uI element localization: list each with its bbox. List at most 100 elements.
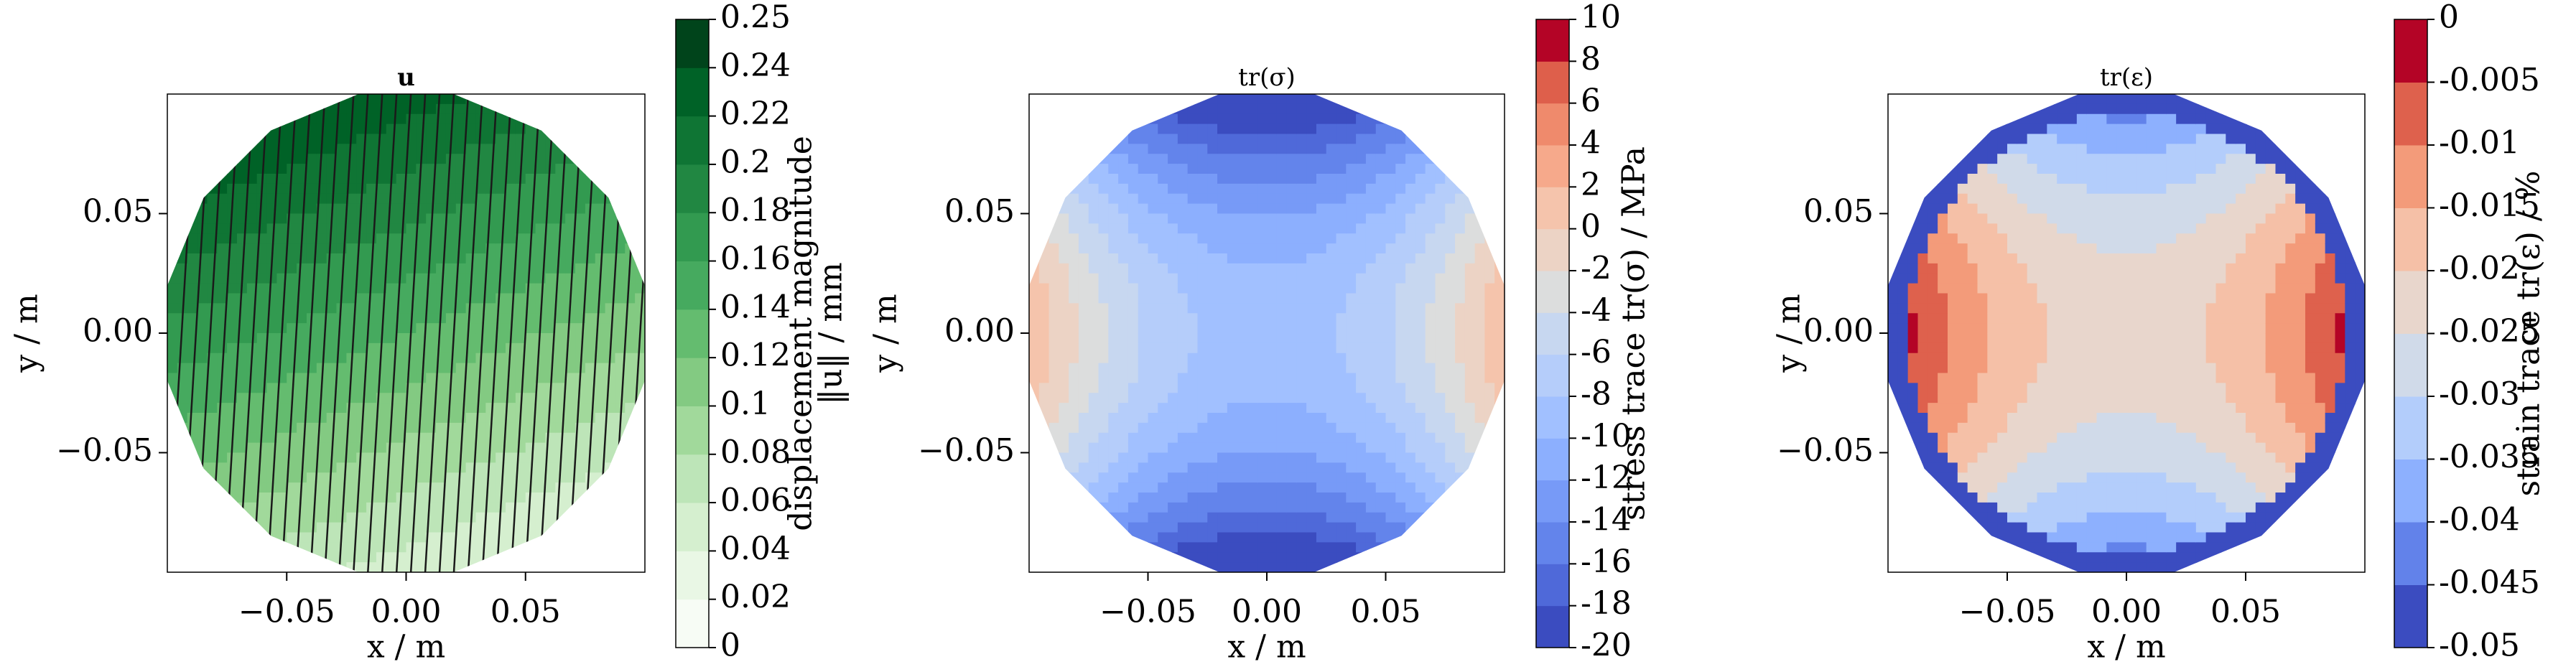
- field-cell: [1425, 113, 1436, 125]
- field-cell: [575, 134, 586, 145]
- field-cell: [1316, 422, 1327, 434]
- field-cell: [396, 363, 407, 374]
- field-cell: [595, 193, 606, 205]
- field-cell: [376, 243, 387, 254]
- field-cell: [1405, 532, 1416, 543]
- field-cell: [1356, 393, 1367, 403]
- field-cell: [615, 103, 626, 115]
- field-cell: [177, 193, 188, 205]
- field-cell: [1464, 273, 1476, 284]
- field-cell: [1917, 203, 1929, 215]
- field-cell: [1316, 333, 1327, 344]
- field-cell: [346, 263, 358, 274]
- field-cell: [1048, 243, 1060, 254]
- field-cell: [1127, 283, 1139, 294]
- field-cell: [625, 413, 636, 424]
- field-cell: [266, 462, 278, 474]
- field-cell: [1455, 174, 1466, 185]
- field-cell: [1257, 144, 1268, 155]
- field-cell: [227, 522, 238, 533]
- field-cell: [1464, 482, 1476, 493]
- field-cell: [426, 383, 437, 394]
- field-cell: [386, 193, 397, 205]
- field-cell: [1346, 383, 1357, 394]
- field-cell: [1197, 462, 1209, 474]
- field-cell: [376, 373, 387, 384]
- field-cell: [605, 472, 616, 483]
- field-cell: [506, 422, 516, 434]
- field-cell: [306, 243, 317, 254]
- field-cell: [1088, 223, 1099, 235]
- field-cell: [515, 542, 526, 554]
- field-cell: [1098, 333, 1110, 344]
- field-cell: [366, 94, 377, 105]
- field-cell: [177, 333, 188, 344]
- field-cell: [227, 174, 238, 185]
- field-cell: [207, 462, 218, 474]
- field-cell: [1187, 562, 1199, 572]
- field-cell: [436, 502, 447, 513]
- field-cell: [605, 323, 616, 334]
- field-cell: [406, 393, 417, 403]
- field-cell: [1187, 512, 1199, 523]
- field-cell: [1078, 472, 1089, 483]
- field-cell: [1356, 542, 1367, 554]
- field-cell: [207, 203, 218, 215]
- field-cell: [1207, 283, 1218, 294]
- field-cell: [276, 452, 288, 464]
- field-cell: [1435, 342, 1446, 354]
- field-cell: [1069, 174, 1079, 185]
- field-cell: [1365, 482, 1377, 493]
- field-cell: [1435, 283, 1446, 294]
- field-cell: [445, 273, 457, 284]
- field-cell: [1917, 333, 1929, 344]
- field-cell: [506, 353, 516, 364]
- colorbar-label: displacement magnitude: [783, 136, 819, 531]
- field-cell: [485, 223, 496, 235]
- field-cell: [555, 283, 566, 294]
- field-cell: [1464, 363, 1476, 374]
- field-cell: [167, 323, 178, 334]
- field-cell: [1474, 263, 1486, 274]
- field-cell: [605, 522, 616, 533]
- field-cell: [1148, 233, 1159, 244]
- field-cell: [1928, 154, 1938, 164]
- y-axis-label: y / m: [868, 294, 904, 373]
- field-cell: [1038, 493, 1050, 503]
- field-cell: [1316, 164, 1327, 174]
- field-cell: [376, 303, 387, 314]
- field-cell: [1158, 532, 1168, 543]
- field-cell: [256, 94, 268, 105]
- field-cell: [1928, 273, 1938, 284]
- field-cell: [366, 422, 377, 434]
- field-cell: [1059, 462, 1069, 474]
- field-cell: [1455, 164, 1466, 174]
- field-cell: [615, 393, 626, 403]
- field-cell: [1484, 472, 1496, 483]
- field-cell: [1907, 542, 1919, 554]
- field-cell: [1897, 283, 1909, 294]
- field-cell: [1038, 253, 1050, 264]
- field-cell: [406, 203, 417, 215]
- field-cell: [506, 113, 516, 125]
- field-cell: [1138, 442, 1149, 454]
- field-cell: [326, 243, 338, 254]
- field-cell: [287, 123, 297, 135]
- field-cell: [1078, 342, 1089, 354]
- field-cell: [1336, 482, 1347, 493]
- field-cell: [376, 164, 387, 174]
- field-cell: [167, 94, 178, 105]
- field-cell: [1897, 213, 1909, 225]
- field-cell: [445, 452, 457, 464]
- field-cell: [426, 353, 437, 364]
- field-cell: [1464, 342, 1476, 354]
- field-cell: [1078, 413, 1089, 424]
- field-cell: [1118, 432, 1129, 444]
- field-cell: [1138, 293, 1149, 304]
- field-cell: [1059, 94, 1069, 105]
- field-cell: [316, 174, 327, 185]
- field-cell: [287, 293, 297, 304]
- field-cell: [396, 452, 407, 464]
- field-cell: [396, 313, 407, 324]
- field-cell: [346, 493, 358, 503]
